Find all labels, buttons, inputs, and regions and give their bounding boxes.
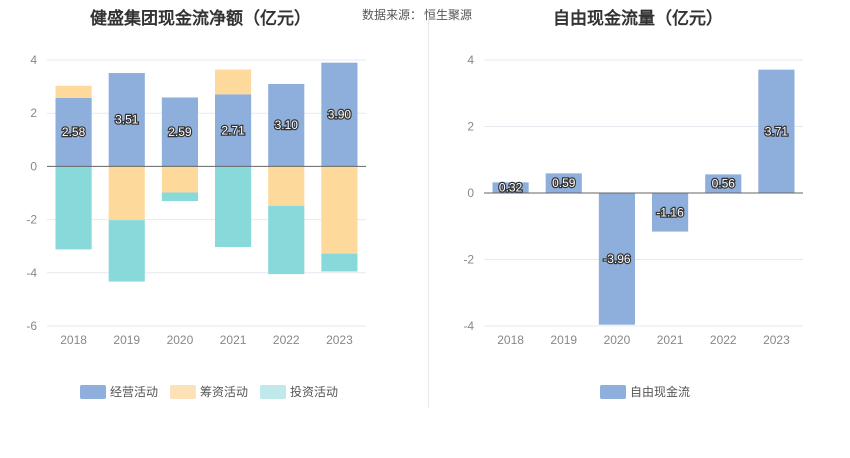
left-bar-primary-2021 — [215, 94, 252, 167]
right-y-tick-label: 2 — [467, 120, 474, 134]
legend-item-operating[interactable]: 经营活动 — [80, 383, 158, 400]
left-y-tick-label: 0 — [30, 159, 37, 173]
legend-label-free-cash-flow: 自由现金流 — [630, 385, 691, 399]
right-x-tick-label: 2021 — [657, 333, 684, 347]
data-source-value: 恒生聚源 — [424, 8, 473, 22]
right-x-tick-label: 2023 — [763, 333, 790, 347]
left-bar-series2-2021 — [215, 166, 252, 247]
left-bar-series1-2018 — [55, 85, 92, 98]
left-x-tick-label: 2022 — [273, 333, 300, 347]
panel-divider — [428, 18, 429, 408]
left-bar-series1-2019 — [108, 166, 145, 221]
right-bar-primary-2020 — [598, 193, 635, 325]
legend-swatch-investing — [260, 384, 287, 399]
right-data-label-2020: -3.96 — [603, 252, 631, 266]
left-y-tick-label: 2 — [30, 106, 37, 120]
legend-item-financing[interactable]: 筹资活动 — [170, 383, 248, 400]
right-y-tick-label: 4 — [467, 53, 474, 67]
data-source-label: 数据来源： — [362, 8, 423, 22]
right-x-tick-label: 2018 — [497, 333, 524, 347]
left-bar-primary-2020 — [161, 97, 198, 167]
right-y-tick-label: 0 — [467, 186, 474, 200]
left-x-tick-label: 2019 — [113, 333, 140, 347]
left-data-label-2020: 2.59 — [168, 125, 192, 139]
left-x-tick-label: 2020 — [167, 333, 194, 347]
chart-title-cash-flow: 健盛集团现金流净额（亿元） — [90, 9, 311, 28]
left-x-tick-label: 2023 — [326, 333, 353, 347]
left-y-tick-label: -4 — [26, 266, 37, 280]
left-bar-primary-2019 — [108, 73, 145, 167]
chart-title-free-cash-flow: 自由现金流量（亿元） — [553, 9, 723, 28]
left-bar-series2-2018 — [55, 166, 92, 250]
left-data-label-2019: 3.51 — [115, 113, 139, 127]
right-data-label-2023: 3.71 — [765, 124, 789, 138]
legend-cash-flow: 经营活动 筹资活动 投资活动 — [80, 383, 350, 400]
left-data-label-2021: 2.71 — [221, 123, 245, 137]
legend-label-financing: 筹资活动 — [200, 385, 249, 399]
right-bar-primary-2018 — [492, 182, 529, 193]
right-data-label-2021: -1.16 — [656, 205, 684, 219]
right-x-tick-label: 2022 — [710, 333, 737, 347]
left-bar-series2-2023 — [321, 253, 358, 272]
legend-swatch-financing — [170, 384, 197, 399]
right-y-tick-label: -2 — [463, 253, 474, 267]
legend-item-free-cash-flow[interactable]: 自由现金流 — [600, 383, 690, 400]
left-bar-series2-2020 — [161, 192, 198, 201]
left-data-label-2023: 3.90 — [328, 108, 352, 122]
right-x-tick-label: 2020 — [604, 333, 631, 347]
left-data-label-2022: 3.10 — [275, 118, 299, 132]
left-x-tick-label: 2018 — [60, 333, 87, 347]
left-y-tick-label: -2 — [26, 213, 37, 227]
left-bar-series1-2021 — [215, 69, 252, 95]
left-bar-series1-2020 — [161, 166, 198, 193]
left-bar-primary-2022 — [268, 83, 305, 167]
legend-label-investing: 投资活动 — [290, 385, 339, 399]
right-data-label-2018: 0.32 — [499, 181, 523, 195]
right-bar-primary-2021 — [652, 193, 689, 232]
left-y-tick-label: -6 — [26, 319, 37, 333]
left-bar-series1-2022 — [268, 166, 305, 206]
left-bar-series2-2022 — [268, 205, 305, 275]
legend-swatch-operating — [80, 384, 106, 399]
right-data-label-2019: 0.59 — [552, 176, 576, 190]
right-bar-primary-2022 — [705, 174, 742, 193]
left-y-tick-label: 4 — [30, 53, 37, 67]
left-bar-primary-2023 — [321, 62, 358, 167]
legend-free-cash-flow: 自由现金流 — [600, 383, 702, 400]
right-x-tick-label: 2019 — [550, 333, 577, 347]
right-bar-primary-2019 — [545, 173, 582, 193]
legend-label-operating: 经营活动 — [110, 385, 159, 399]
legend-swatch-free-cash-flow — [600, 384, 626, 399]
right-data-label-2022: 0.56 — [712, 177, 736, 191]
right-y-tick-label: -4 — [463, 319, 474, 333]
left-bar-primary-2018 — [55, 97, 92, 167]
right-bar-primary-2023 — [758, 69, 795, 193]
legend-item-investing[interactable]: 投资活动 — [260, 383, 338, 400]
left-data-label-2018: 2.58 — [62, 125, 86, 139]
left-x-tick-label: 2021 — [220, 333, 247, 347]
data-source: 数据来源： 恒生聚源 — [362, 6, 472, 23]
left-bar-series1-2023 — [321, 166, 358, 254]
left-bar-series2-2019 — [108, 220, 145, 282]
